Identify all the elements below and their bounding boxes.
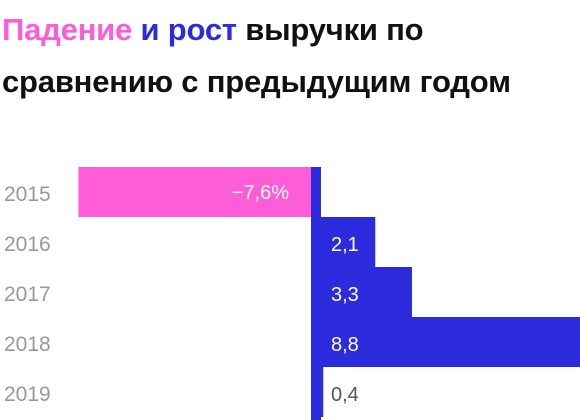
bar-2016	[311, 217, 376, 267]
value-label-2018: 8,8	[331, 334, 359, 356]
value-label-2019: 0,4	[331, 384, 359, 406]
year-label-2015: 2015	[4, 183, 51, 206]
year-label-2017: 2017	[4, 283, 51, 306]
title-growth: и рост	[140, 12, 237, 47]
bar-2015	[78, 167, 311, 217]
chart-title: Падение и рост выручки по сравнению с пр…	[2, 4, 562, 108]
title-rest: выручки по сравнению с предыдущим годом	[2, 12, 511, 99]
value-label-2016: 2,1	[331, 234, 359, 256]
revenue-change-chart: 2015 −7,6% 2016 2,1 2017 3,3 2018 8,8 2019 0,4	[4, 167, 580, 420]
value-label-2017: 3,3	[331, 284, 359, 306]
bar-2018	[311, 317, 580, 367]
year-label-2018: 2018	[4, 333, 51, 356]
zero-axis-line	[311, 167, 321, 420]
bar-2017	[311, 267, 412, 317]
value-label-2015: −7,6%	[232, 182, 289, 204]
year-label-2019: 2019	[4, 383, 51, 406]
title-decline: Падение	[2, 12, 133, 47]
year-label-2016: 2016	[4, 233, 51, 256]
